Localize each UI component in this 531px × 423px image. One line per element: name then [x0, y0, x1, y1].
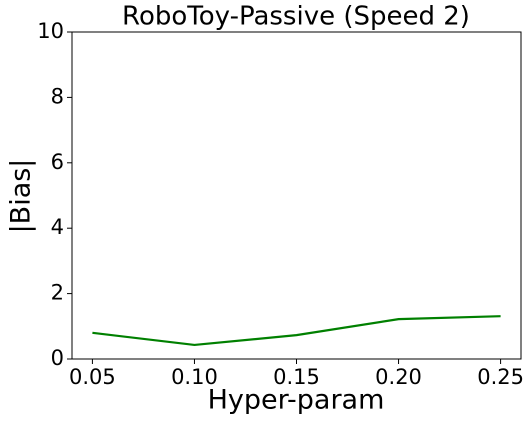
plot-frame — [71, 31, 522, 360]
x-tick-label: 0.20 — [375, 365, 422, 389]
y-axis-label: |Bias| — [6, 159, 37, 234]
x-tick-label: 0.10 — [171, 365, 218, 389]
y-tick-label: 10 — [37, 19, 64, 43]
chart-title: RoboToy-Passive (Speed 2) — [122, 2, 470, 32]
x-tick-label: 0.05 — [69, 365, 116, 389]
y-tick-label: 8 — [51, 84, 64, 108]
x-tick-label: 0.15 — [273, 365, 320, 389]
y-tick-label: 2 — [51, 281, 64, 305]
x-tick-label: 0.25 — [477, 365, 524, 389]
y-tick-label: 6 — [51, 150, 64, 174]
data-line — [92, 315, 501, 347]
x-axis-label: Hyper-param — [208, 385, 385, 416]
y-tick-label: 4 — [51, 215, 64, 239]
y-tick-label: 0 — [51, 346, 64, 370]
